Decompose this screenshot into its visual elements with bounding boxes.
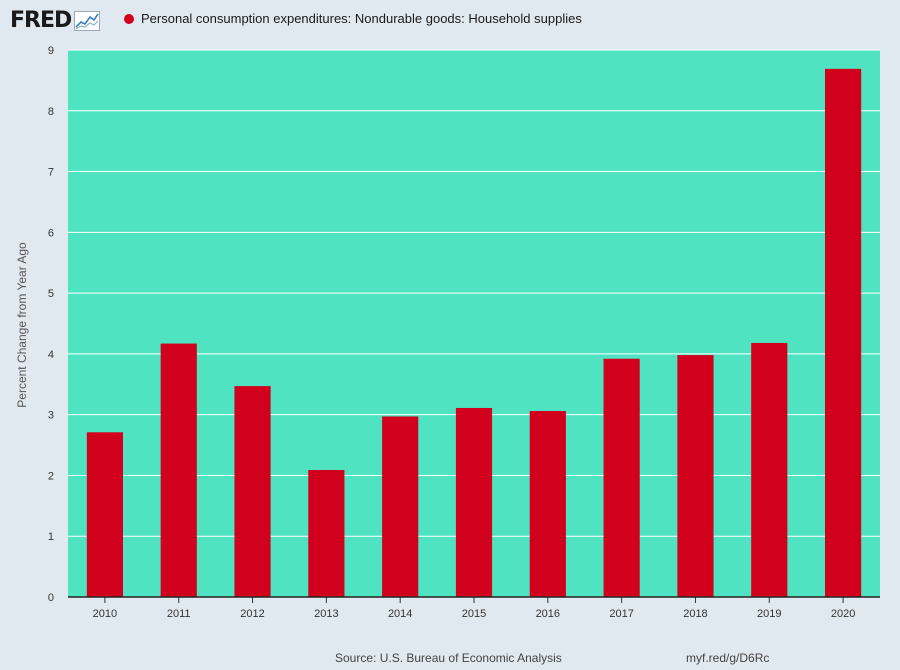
bar xyxy=(382,416,419,597)
short-url-link[interactable]: myf.red/g/D6Rc xyxy=(686,651,770,665)
x-tick-label: 2011 xyxy=(167,608,191,620)
bar xyxy=(751,342,788,597)
x-tick-label: 2012 xyxy=(240,608,264,620)
y-tick-label: 0 xyxy=(48,592,54,604)
y-tick-label: 3 xyxy=(48,410,54,422)
legend-label: Personal consumption expenditures: Nondu… xyxy=(141,11,582,26)
header: FRED xyxy=(10,6,101,36)
bar xyxy=(825,68,862,597)
trend-line-icon xyxy=(74,11,101,31)
x-tick-label: 2014 xyxy=(388,608,412,620)
y-tick-label: 5 xyxy=(48,288,54,300)
y-tick-label: 4 xyxy=(48,349,54,361)
legend-marker-icon xyxy=(124,13,134,24)
x-tick-label: 2015 xyxy=(462,608,486,620)
bar xyxy=(455,407,493,597)
bar xyxy=(234,386,271,597)
x-tick-label: 2018 xyxy=(683,608,707,620)
y-tick-label: 7 xyxy=(48,167,54,179)
y-tick-label: 9 xyxy=(48,45,54,57)
x-tick-label: 2013 xyxy=(314,608,338,620)
y-tick-label: 2 xyxy=(48,470,54,482)
bar xyxy=(677,355,714,597)
bar xyxy=(603,358,640,597)
bar xyxy=(308,469,345,597)
legend-item[interactable]: Personal consumption expenditures: Nondu… xyxy=(124,11,582,26)
bar xyxy=(160,343,197,597)
bar xyxy=(529,411,566,597)
source-text: Source: U.S. Bureau of Economic Analysis xyxy=(335,651,562,665)
bar xyxy=(86,432,123,597)
x-tick-label: 2019 xyxy=(757,608,781,620)
x-tick-label: 2010 xyxy=(93,608,117,620)
x-tick-label: 2020 xyxy=(831,608,855,620)
y-tick-label: 1 xyxy=(48,531,54,543)
y-tick-label: 8 xyxy=(48,106,54,118)
x-tick-label: 2016 xyxy=(536,608,560,620)
x-tick-label: 2017 xyxy=(609,608,633,620)
y-tick-label: 6 xyxy=(48,227,54,239)
fred-logo[interactable]: FRED xyxy=(10,8,72,33)
